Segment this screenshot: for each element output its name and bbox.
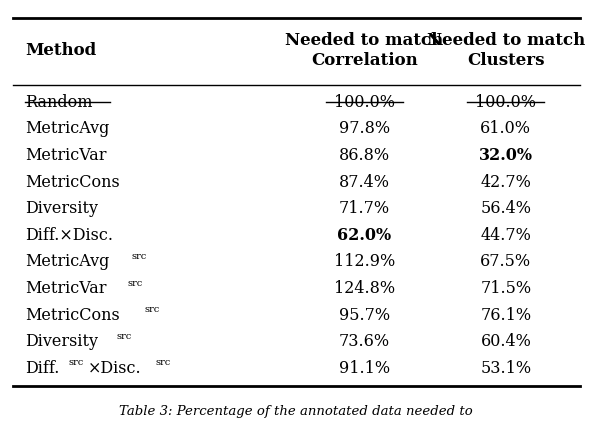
Text: Needed to match
Correlation: Needed to match Correlation <box>285 31 443 70</box>
Text: MetricAvg: MetricAvg <box>25 253 109 270</box>
Text: 53.1%: 53.1% <box>480 360 532 377</box>
Text: ×Disc.: ×Disc. <box>88 360 141 377</box>
Text: Random: Random <box>25 94 92 111</box>
Text: 71.7%: 71.7% <box>339 200 390 217</box>
Text: MetricAvg: MetricAvg <box>25 120 109 137</box>
Text: 86.8%: 86.8% <box>339 147 390 164</box>
Text: 91.1%: 91.1% <box>339 360 390 377</box>
Text: 73.6%: 73.6% <box>339 333 390 350</box>
Text: 124.8%: 124.8% <box>333 280 395 297</box>
Text: Method: Method <box>25 42 96 59</box>
Text: Needed to match
Clusters: Needed to match Clusters <box>426 31 585 70</box>
Text: Diff.: Diff. <box>25 360 59 377</box>
Text: MetricCons: MetricCons <box>25 174 120 190</box>
Text: 60.4%: 60.4% <box>480 333 532 350</box>
Text: src: src <box>131 252 147 261</box>
Text: 56.4%: 56.4% <box>480 200 532 217</box>
Text: src: src <box>127 279 143 288</box>
Text: 32.0%: 32.0% <box>479 147 533 164</box>
Text: 67.5%: 67.5% <box>480 253 532 270</box>
Text: 95.7%: 95.7% <box>339 307 390 324</box>
Text: 61.0%: 61.0% <box>480 120 532 137</box>
Text: MetricCons: MetricCons <box>25 307 120 324</box>
Text: MetricVar: MetricVar <box>25 280 106 297</box>
Text: Diversity: Diversity <box>25 200 98 217</box>
Text: 76.1%: 76.1% <box>480 307 532 324</box>
Text: 87.4%: 87.4% <box>339 174 390 190</box>
Text: 62.0%: 62.0% <box>337 227 391 244</box>
Text: 44.7%: 44.7% <box>480 227 532 244</box>
Text: 100.0%: 100.0% <box>334 94 395 111</box>
Text: 42.7%: 42.7% <box>480 174 532 190</box>
Text: MetricVar: MetricVar <box>25 147 106 164</box>
Text: Table 3: Percentage of the annotated data needed to: Table 3: Percentage of the annotated dat… <box>120 405 474 418</box>
Text: src: src <box>155 359 170 368</box>
Text: src: src <box>144 305 159 314</box>
Text: 71.5%: 71.5% <box>480 280 532 297</box>
Text: src: src <box>68 359 83 368</box>
Text: 112.9%: 112.9% <box>333 253 395 270</box>
Text: 97.8%: 97.8% <box>339 120 390 137</box>
Text: Diversity: Diversity <box>25 333 98 350</box>
Text: Diff.×Disc.: Diff.×Disc. <box>25 227 113 244</box>
Text: 100.0%: 100.0% <box>475 94 536 111</box>
Text: src: src <box>117 332 132 341</box>
